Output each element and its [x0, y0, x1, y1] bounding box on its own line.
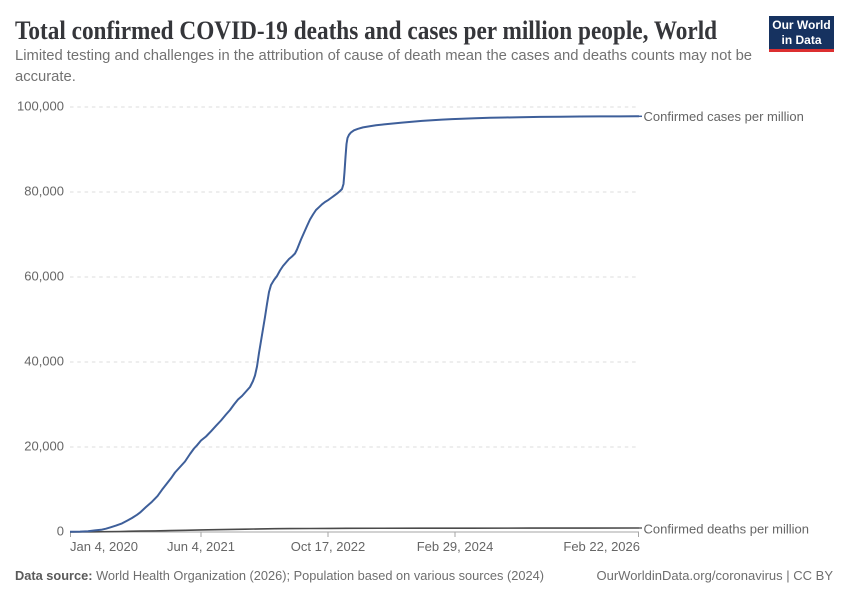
svg-text:Oct 17, 2022: Oct 17, 2022	[291, 539, 365, 554]
svg-text:Feb 29, 2024: Feb 29, 2024	[417, 539, 494, 554]
svg-text:Confirmed deaths per million: Confirmed deaths per million	[644, 522, 809, 537]
svg-text:0: 0	[57, 524, 64, 539]
svg-text:Confirmed cases per million: Confirmed cases per million	[644, 109, 804, 124]
svg-text:60,000: 60,000	[24, 269, 64, 284]
svg-text:40,000: 40,000	[24, 354, 64, 369]
svg-text:100,000: 100,000	[17, 99, 64, 114]
svg-text:80,000: 80,000	[24, 184, 64, 199]
svg-text:Feb 22, 2026: Feb 22, 2026	[563, 539, 640, 554]
svg-text:20,000: 20,000	[24, 439, 64, 454]
svg-text:Jun 4, 2021: Jun 4, 2021	[167, 539, 235, 554]
svg-text:Jan 4, 2020: Jan 4, 2020	[70, 539, 138, 554]
